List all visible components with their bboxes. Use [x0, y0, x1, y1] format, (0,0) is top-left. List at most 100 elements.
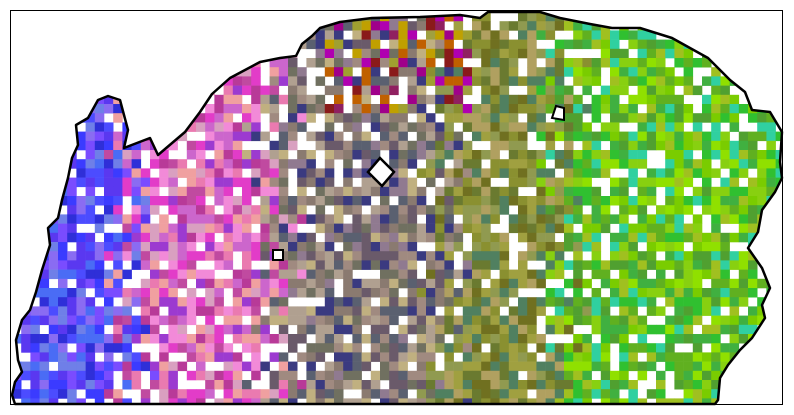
grid-cell: [619, 260, 629, 270]
grid-cell: [48, 39, 59, 50]
grid-cell: [518, 140, 528, 151]
grid-cell: [564, 159, 574, 169]
grid-cell: [223, 113, 234, 123]
grid-cell: [573, 389, 583, 399]
grid-cell: [131, 39, 142, 50]
grid-cell: [67, 76, 77, 86]
grid-cell: [711, 12, 721, 22]
grid-cell: [177, 21, 188, 31]
grid-cell: [573, 343, 583, 353]
grid-cell: [610, 12, 620, 22]
grid-cell: [508, 113, 519, 123]
grid-cell: [361, 214, 372, 224]
grid-cell: [600, 324, 611, 335]
grid-cell: [48, 67, 59, 77]
grid-cell: [260, 159, 270, 169]
grid-cell: [407, 269, 418, 280]
grid-cell: [775, 306, 782, 316]
grid-cell: [196, 389, 206, 399]
grid-cell: [499, 122, 510, 132]
grid-cell: [416, 232, 427, 243]
grid-cell: [67, 232, 77, 243]
grid-cell: [186, 232, 197, 243]
grid-cell: [499, 140, 510, 151]
grid-cell: [674, 39, 684, 50]
grid-cell: [435, 398, 445, 404]
grid-cell: [140, 196, 151, 206]
grid-cell: [398, 177, 408, 188]
grid-cell: [196, 223, 206, 234]
grid-cell: [113, 306, 123, 316]
grid-cell: [426, 315, 436, 326]
grid-cell: [407, 315, 418, 326]
grid-cell: [720, 58, 730, 68]
grid-cell: [380, 131, 390, 142]
grid-cell: [702, 269, 712, 280]
grid-cell: [573, 315, 583, 326]
grid-cell: [426, 205, 436, 215]
grid-cell: [591, 196, 602, 206]
grid-cell: [232, 196, 243, 206]
grid-cell: [637, 67, 648, 77]
grid-cell: [76, 242, 86, 252]
grid-cell: [738, 12, 749, 22]
grid-cell: [288, 122, 298, 132]
grid-cell: [76, 205, 86, 215]
grid-cell: [775, 398, 782, 404]
grid-cell: [76, 39, 86, 50]
grid-cell: [269, 398, 280, 404]
grid-cell: [600, 223, 611, 234]
grid-cell: [637, 150, 648, 160]
grid-cell: [343, 242, 353, 252]
grid-cell: [610, 242, 620, 252]
grid-cell: [242, 380, 252, 390]
grid-cell: [518, 343, 528, 353]
grid-cell: [757, 159, 767, 169]
grid-cell: [39, 177, 50, 188]
grid-cell: [48, 159, 59, 169]
grid-cell: [159, 361, 169, 372]
grid-cell: [518, 334, 528, 344]
grid-cell: [518, 39, 528, 50]
grid-cell: [564, 278, 574, 289]
grid-cell: [232, 39, 243, 50]
grid-cell: [343, 159, 353, 169]
grid-cell: [380, 232, 390, 243]
grid-cell: [573, 232, 583, 243]
grid-cell: [186, 140, 197, 151]
grid-cell: [407, 94, 418, 105]
grid-cell: [490, 150, 500, 160]
grid-cell: [232, 361, 243, 372]
grid-cell: [306, 232, 316, 243]
grid-cell: [260, 131, 270, 142]
grid-cell: [462, 389, 473, 399]
grid-cell: [748, 361, 758, 372]
grid-cell: [637, 48, 648, 59]
grid-cell: [315, 39, 326, 50]
grid-cell: [665, 159, 675, 169]
grid-cell: [416, 104, 427, 114]
grid-cell: [757, 251, 767, 261]
grid-cell: [168, 324, 178, 335]
grid-cell: [628, 361, 638, 372]
grid-cell: [380, 76, 390, 86]
grid-cell: [205, 352, 215, 362]
grid-cell: [334, 104, 344, 114]
grid-cell: [426, 278, 436, 289]
grid-cell: [370, 76, 381, 86]
grid-cell: [278, 278, 289, 289]
grid-cell: [251, 21, 261, 31]
grid-cell: [389, 177, 399, 188]
grid-cell: [315, 352, 326, 362]
grid-cell: [85, 352, 96, 362]
grid-cell: [545, 242, 556, 252]
grid-cell: [462, 205, 473, 215]
grid-cell: [140, 205, 151, 215]
grid-cell: [334, 269, 344, 280]
grid-cell: [720, 380, 730, 390]
grid-cell: [738, 251, 749, 261]
grid-cell: [297, 168, 307, 178]
grid-cell: [343, 324, 353, 335]
grid-cell: [242, 76, 252, 86]
grid-cell: [48, 269, 59, 280]
